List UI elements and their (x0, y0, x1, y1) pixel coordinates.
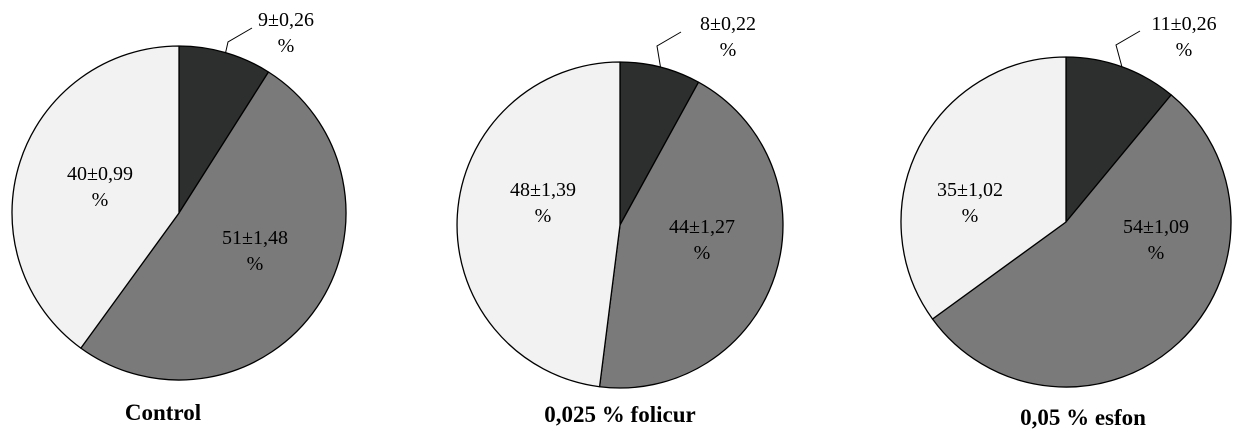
data-label-slice-light: 40±0,99% (67, 163, 133, 211)
data-label-slice-dark: 9±0,26% (258, 9, 314, 57)
pie-chart-control: 9±0,26 % 51±1,48 % 40±0,99% (11, 9, 347, 381)
data-label-slice-medium: 54±1,09% (1123, 216, 1189, 264)
data-label-slice-light: 35±1,02% (937, 179, 1003, 227)
chart-title-folicur: 0,025 % folicur (544, 402, 696, 427)
pie-slice-medium (931, 94, 1232, 388)
pie-slice-light (456, 61, 621, 388)
pie-slice-dark (178, 45, 270, 214)
pie-slice-light (900, 56, 1067, 320)
callout-leader-line (1115, 30, 1141, 67)
pie-slice-dark (1065, 56, 1172, 223)
callout-leader-line (656, 31, 682, 68)
chart-title-esfon: 0,05 % esfon (1020, 405, 1146, 430)
data-label-slice-dark: 8±0,22% (700, 13, 756, 61)
pie-slice-medium (80, 71, 347, 381)
data-label-slice-medium: 51±1,48% (222, 227, 288, 275)
chart-title-control: Control (124, 400, 202, 425)
pie-chart-folicur: 8±0,22 % 44±1,27 % 48±1,39% (456, 13, 784, 389)
data-label-slice-light: 48±1,39% (510, 179, 576, 227)
callout-leader-line (225, 27, 253, 53)
data-label-slice-medium: 44±1,27% (669, 216, 735, 264)
pie-slice-medium (598, 81, 784, 389)
pie-slice-light (11, 45, 180, 349)
data-label-slice-dark: 11±0,26% (1151, 13, 1216, 61)
pie-chart-esfon: 11±0,26 % 54±1,09 % 35±1,02% (900, 13, 1232, 388)
